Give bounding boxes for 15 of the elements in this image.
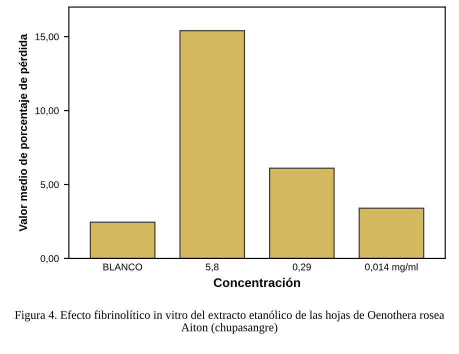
bar — [269, 168, 335, 258]
y-tick-label: 5,00 — [40, 181, 59, 190]
x-tick-label: BLANCO — [103, 264, 142, 270]
bar — [90, 222, 156, 258]
bar — [358, 208, 424, 258]
text: Figura 4. Efecto fibrinolítico in vitro del extracto etanólico de las hojas de Oenothera rosea Aiton (chupasangre) — [14, 310, 444, 334]
bar — [179, 30, 246, 258]
y-tick-label: 15,00 — [36, 33, 59, 42]
x-tick-label: 0,29 — [292, 264, 311, 272]
y-tick-label: 10,00 — [36, 107, 59, 116]
y-axis-title: Valor medio de porcentaje de pérdida — [18, 34, 30, 232]
x-tick-label: 0,014 mg/ml — [365, 263, 418, 272]
x-tick-label: 5,8 — [206, 264, 219, 272]
y-tick-label: 0,00 — [40, 255, 59, 264]
x-axis-title: Concentración — [214, 278, 300, 288]
